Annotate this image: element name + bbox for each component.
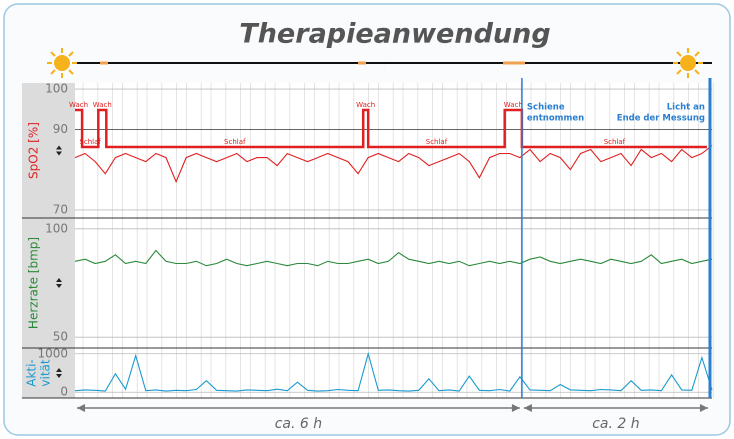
hypnogram [75,108,707,149]
duration-label: ca. 2 h [592,416,639,432]
updown-icon [56,145,62,156]
timeline-mark [358,61,366,65]
axis-label: SpO2 [%] [27,122,41,179]
trace [74,145,713,184]
y-tick-label: 1000 [37,346,68,360]
axis-label: vität [39,359,53,386]
trace [74,249,713,267]
stage-label: Schlaf [79,138,101,146]
updown-icon [56,368,62,378]
y-tick-label: 100 [45,82,68,96]
chart-title: Therapieanwendung [239,19,550,50]
duration-label: ca. 6 h [275,416,322,432]
y-tick-label: 90 [53,122,68,136]
stage-label: Wach [93,101,112,109]
stage-label: Schlaf [224,138,246,146]
axis-label: Akti- [25,359,39,387]
y-tick-label: 50 [53,330,68,344]
timeline-mark [503,61,525,65]
stage-label: Wach [356,101,375,109]
axis-label: Herzrate [bmp] [27,237,41,329]
y-tick-label: 0 [60,385,68,399]
stage-label: Schlaf [426,138,448,146]
event-label: Licht an [667,103,705,113]
trace [74,351,713,392]
y-tick-label: 70 [53,202,68,216]
event-label: Schiene [527,103,565,113]
timeline-mark [100,61,108,65]
stage-label: Wach [69,101,88,109]
sun-icon [673,48,703,78]
event-label: Ende der Messung [617,114,705,124]
sun-icon [47,48,77,78]
stage-label: Schlaf [604,138,626,146]
event-label: entnommen [527,114,584,124]
updown-icon [56,278,62,288]
y-tick-label: 100 [45,221,68,235]
label-column [22,83,75,398]
stage-label: Wach [504,101,523,109]
